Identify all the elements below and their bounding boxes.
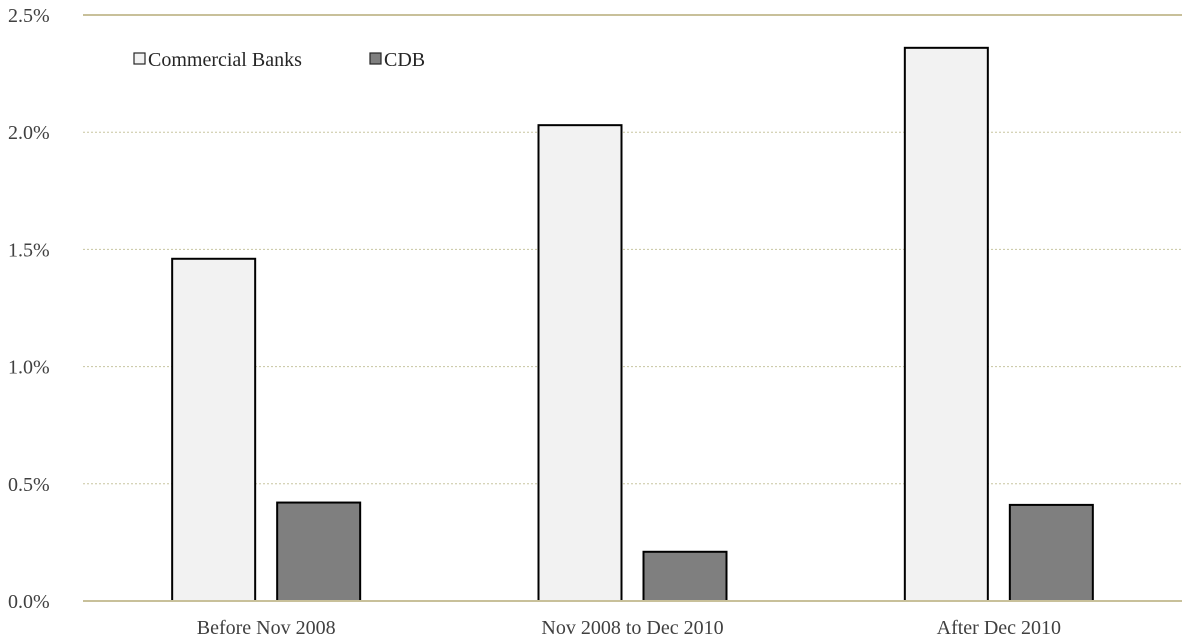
y-tick-label: 1.5% — [8, 239, 50, 261]
y-tick-label: 0.0% — [8, 591, 50, 613]
x-category-label: Before Nov 2008 — [197, 617, 336, 639]
bar-commercial-banks — [537, 124, 623, 602]
gridlines — [83, 131, 1182, 485]
bar-commercial-banks — [171, 257, 257, 602]
legend-label: CDB — [384, 49, 425, 71]
axes — [83, 14, 1182, 602]
category-labels: Before Nov 2008 Nov 2008 to Dec 2010 After… — [197, 617, 1061, 639]
y-tick-label: 0.5% — [8, 474, 50, 496]
bar-cdb — [642, 550, 728, 602]
x-category-label: After Dec 2010 — [937, 617, 1061, 639]
x-category-label: Nov 2008 to Dec 2010 — [541, 617, 723, 639]
bar-cdb — [1008, 503, 1094, 602]
y-tick-label: 2.0% — [8, 122, 50, 144]
bar-commercial-banks — [903, 46, 989, 603]
y-tick-label: 1.0% — [8, 357, 50, 379]
y-tick-labels: 0.0% 0.5% 1.0% 1.5% 2.0% 2.5% — [8, 5, 50, 613]
legend-swatch — [133, 52, 146, 65]
legend: Commercial Banks CDB — [133, 49, 425, 71]
bar-cdb — [276, 501, 362, 602]
legend-label: Commercial Banks — [148, 49, 302, 71]
legend-swatch — [369, 52, 382, 65]
y-tick-label: 2.5% — [8, 5, 50, 27]
bars — [171, 46, 1094, 603]
